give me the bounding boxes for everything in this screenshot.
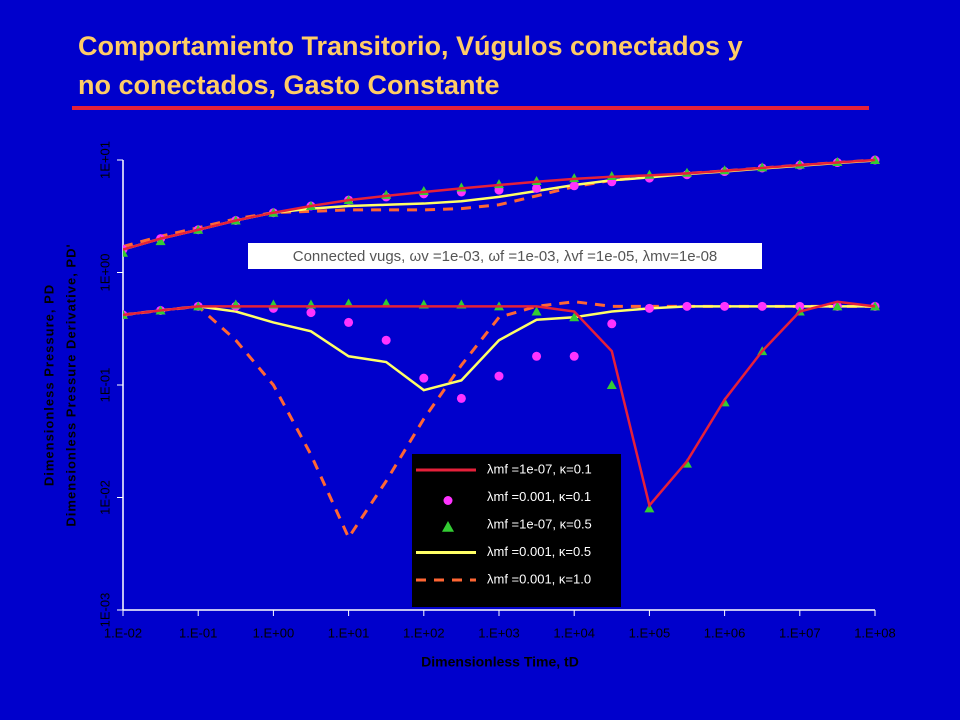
x-tick-label: 1.E+01 xyxy=(328,625,370,640)
legend-label: λmf =0.001, κ=0.5 xyxy=(487,544,591,559)
x-tick-label: 1.E+04 xyxy=(553,625,595,640)
legend-label: λmf =0.001, κ=0.1 xyxy=(487,489,591,504)
data-point xyxy=(606,380,617,389)
x-tick-label: 1.E+05 xyxy=(629,625,671,640)
data-point xyxy=(757,301,767,311)
data-point xyxy=(832,301,843,311)
series-line xyxy=(123,300,875,541)
annotation-box xyxy=(248,243,762,269)
data-point xyxy=(306,308,316,318)
plot-area xyxy=(123,155,880,541)
legend-label: λmf =1e-07, κ=0.1 xyxy=(487,461,592,476)
y-tick-label: 1E+01 xyxy=(97,141,112,179)
legend-label: λmf =1e-07, κ=0.5 xyxy=(487,516,592,531)
data-point xyxy=(870,155,880,164)
series-line xyxy=(123,158,876,251)
series-line xyxy=(123,300,876,509)
x-tick-label: 1.E+06 xyxy=(704,625,746,640)
x-tick-label: 1.E+07 xyxy=(779,625,821,640)
data-point xyxy=(155,236,166,246)
data-point xyxy=(569,351,579,361)
data-point xyxy=(682,301,692,311)
series-line xyxy=(123,305,875,392)
data-point xyxy=(644,503,655,513)
y-axis-label: Dimensionless Pressure, PD xyxy=(41,284,56,486)
title-line: Comportamiento Transitorio, Vúgulos cone… xyxy=(78,31,743,61)
data-point xyxy=(569,181,579,191)
x-tick-label: 1.E-02 xyxy=(104,625,142,640)
data-point xyxy=(456,393,466,403)
data-point xyxy=(607,319,617,329)
data-point xyxy=(344,317,354,327)
y-tick-label: 1E-03 xyxy=(97,593,112,628)
data-point xyxy=(381,335,391,345)
annotation: Connected vugs, ωv =1e-03, ωf =1e-03, λv… xyxy=(293,248,718,265)
data-point xyxy=(532,183,542,193)
data-point xyxy=(419,373,429,383)
data-point xyxy=(531,306,542,316)
data-point xyxy=(569,312,580,322)
y-tick-label: 1E+00 xyxy=(97,254,112,292)
data-point xyxy=(532,351,542,361)
y-axis-label: Dimensionless Pressure Derivative, PD' xyxy=(63,243,78,526)
data-point xyxy=(644,303,654,313)
title-rule xyxy=(72,106,869,110)
data-point xyxy=(720,301,730,311)
legend-swatch xyxy=(442,521,454,532)
y-tick-label: 1E-02 xyxy=(97,480,112,515)
x-tick-label: 1.E+02 xyxy=(403,625,445,640)
x-tick-label: 1.E-01 xyxy=(179,625,217,640)
x-tick-label: 1.E+00 xyxy=(253,625,295,640)
data-point xyxy=(494,371,504,381)
x-axis-label: Dimensionless Time, tD xyxy=(421,654,579,670)
legend-swatch xyxy=(443,496,453,505)
x-tick-label: 1.E+03 xyxy=(478,625,520,640)
data-point xyxy=(795,301,805,311)
y-tick-label: 1E-01 xyxy=(97,368,112,403)
legend-label: λmf =0.001, κ=1.0 xyxy=(487,571,591,586)
title-line: no conectados, Gasto Constante xyxy=(78,70,500,100)
x-tick-label: 1.E+08 xyxy=(854,625,896,640)
